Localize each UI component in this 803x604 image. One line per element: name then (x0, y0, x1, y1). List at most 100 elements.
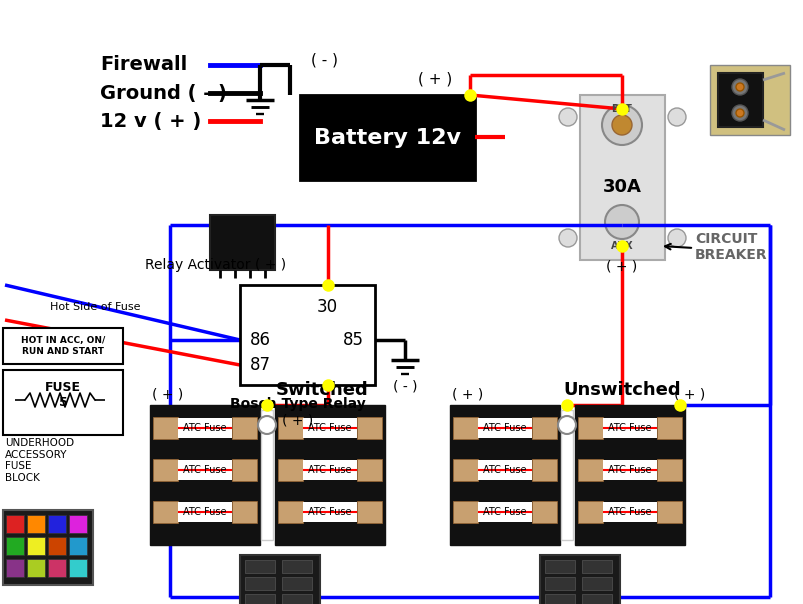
Text: ATC Fuse: ATC Fuse (483, 465, 526, 475)
Bar (577, 459, 602, 481)
Text: ATC Fuse: ATC Fuse (483, 507, 526, 517)
Bar (303, 460, 357, 480)
Bar (478, 460, 532, 480)
Bar (717, 73, 762, 127)
Bar (3, 510, 93, 585)
Bar (240, 285, 374, 385)
Bar (656, 501, 681, 523)
Bar (232, 459, 257, 481)
Bar (357, 459, 381, 481)
Bar (560, 410, 573, 540)
Bar (27, 515, 45, 533)
Bar (27, 537, 45, 555)
Bar (478, 502, 532, 522)
Text: FUSE
5: FUSE 5 (45, 381, 81, 409)
Text: Hot Side of Fuse: Hot Side of Fuse (50, 302, 141, 312)
Bar (532, 417, 556, 439)
Text: ATC Fuse: ATC Fuse (308, 507, 352, 517)
Text: ( - ): ( - ) (311, 53, 338, 68)
Bar (282, 577, 312, 590)
Text: 85: 85 (342, 331, 363, 349)
Bar (577, 501, 602, 523)
Text: ( + ): ( + ) (605, 260, 637, 274)
Text: ( + ): ( + ) (674, 388, 705, 402)
Bar (581, 577, 611, 590)
Bar (478, 418, 532, 438)
Text: 30: 30 (317, 298, 338, 316)
Bar (153, 417, 177, 439)
Bar (709, 65, 789, 135)
Bar (153, 459, 177, 481)
Bar (452, 459, 478, 481)
Text: BAT: BAT (611, 104, 632, 114)
Bar (177, 418, 232, 438)
Bar (3, 370, 123, 435)
Text: Bosch Type Relay: Bosch Type Relay (230, 397, 365, 411)
Bar (282, 594, 312, 604)
Bar (69, 537, 87, 555)
Bar (540, 555, 619, 604)
Bar (581, 594, 611, 604)
Bar (48, 515, 66, 533)
Text: ( + ): ( + ) (153, 388, 183, 402)
Circle shape (601, 105, 642, 145)
Text: ATC Fuse: ATC Fuse (183, 465, 226, 475)
Bar (303, 418, 357, 438)
Bar (452, 417, 478, 439)
Bar (357, 417, 381, 439)
Bar (232, 501, 257, 523)
Circle shape (557, 416, 575, 434)
Circle shape (667, 229, 685, 247)
Bar (177, 460, 232, 480)
Bar (232, 417, 257, 439)
Circle shape (731, 79, 747, 95)
Bar (532, 501, 556, 523)
Bar (150, 405, 259, 545)
Bar (240, 555, 320, 604)
Text: HOT IN ACC, ON/
RUN AND START: HOT IN ACC, ON/ RUN AND START (21, 336, 105, 356)
Text: ATC Fuse: ATC Fuse (483, 423, 526, 433)
Text: ( + ): ( + ) (452, 388, 483, 402)
Bar (544, 560, 574, 573)
Bar (69, 559, 87, 577)
Circle shape (667, 108, 685, 126)
Bar (282, 560, 312, 573)
Bar (602, 502, 656, 522)
Text: ATC Fuse: ATC Fuse (308, 423, 352, 433)
Text: UNDERHOOD
ACCESSORY
FUSE
BLOCK: UNDERHOOD ACCESSORY FUSE BLOCK (5, 438, 74, 483)
Text: ATC Fuse: ATC Fuse (608, 465, 651, 475)
Text: Unswitched: Unswitched (563, 381, 680, 399)
Text: ( - ): ( - ) (392, 380, 417, 394)
Text: Battery 12v: Battery 12v (314, 127, 460, 147)
Circle shape (611, 115, 631, 135)
Bar (574, 405, 684, 545)
Text: ATC Fuse: ATC Fuse (183, 507, 226, 517)
Bar (656, 417, 681, 439)
Bar (48, 537, 66, 555)
Bar (452, 501, 478, 523)
Bar (3, 328, 123, 364)
Text: ATC Fuse: ATC Fuse (308, 465, 352, 475)
Text: AUX: AUX (610, 241, 633, 251)
Text: 30A: 30A (601, 178, 641, 196)
Text: 12 v ( + ): 12 v ( + ) (100, 112, 201, 130)
Bar (656, 459, 681, 481)
Bar (48, 559, 66, 577)
Text: ATC Fuse: ATC Fuse (608, 423, 651, 433)
Bar (278, 459, 303, 481)
Text: CIRCUIT
BREAKER: CIRCUIT BREAKER (694, 232, 767, 262)
Text: ATC Fuse: ATC Fuse (608, 507, 651, 517)
Bar (577, 417, 602, 439)
Bar (581, 560, 611, 573)
Bar (6, 559, 24, 577)
Circle shape (735, 109, 743, 117)
Bar (544, 594, 574, 604)
Bar (261, 410, 273, 540)
Circle shape (558, 229, 577, 247)
Bar (27, 559, 45, 577)
Bar (278, 501, 303, 523)
Text: Relay Activator ( + ): Relay Activator ( + ) (145, 258, 286, 272)
Circle shape (604, 205, 638, 239)
Text: 87: 87 (249, 356, 270, 374)
Circle shape (735, 83, 743, 91)
